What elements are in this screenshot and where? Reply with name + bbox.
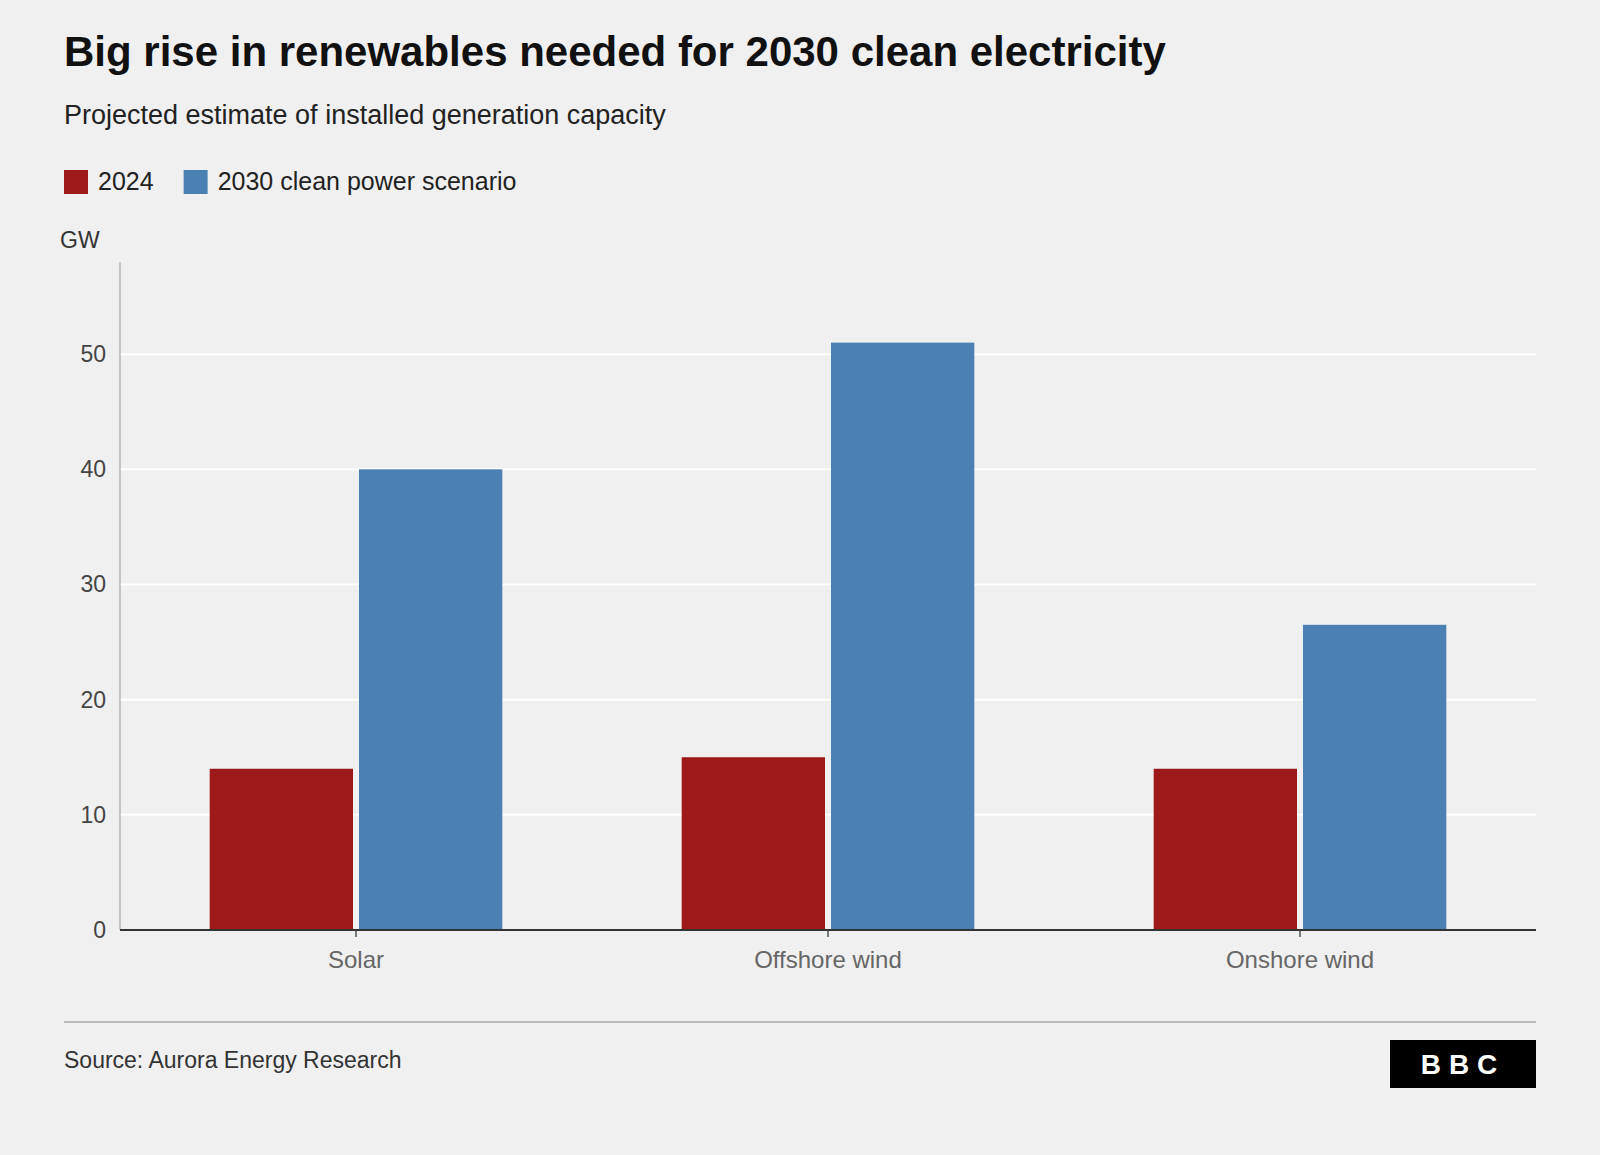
chart: Big rise in renewables needed for 2030 c… xyxy=(0,0,1600,1155)
logo-text: BBC xyxy=(1421,1049,1506,1080)
logo: BBC xyxy=(1390,1040,1536,1088)
legend-label: 2024 xyxy=(98,167,154,195)
y-tick-label: 50 xyxy=(80,341,106,367)
bar xyxy=(1154,769,1297,930)
y-tick-label: 40 xyxy=(80,456,106,482)
source: Source: Aurora Energy Research xyxy=(64,1047,402,1073)
legend-item: 2024 xyxy=(64,167,154,195)
bar xyxy=(1303,625,1446,930)
bar xyxy=(682,757,825,930)
legend-label: 2030 clean power scenario xyxy=(218,167,517,195)
legend-swatch xyxy=(64,170,88,194)
x-tick-label: Onshore wind xyxy=(1226,946,1374,973)
x-tick xyxy=(827,930,829,937)
x-tick xyxy=(1299,930,1301,937)
y-tick-label: 10 xyxy=(80,802,106,828)
y-axis-label: GW xyxy=(60,227,100,253)
y-tick-label: 30 xyxy=(80,571,106,597)
grid-line xyxy=(120,929,1536,931)
x-tick-label: Offshore wind xyxy=(754,946,902,973)
bars xyxy=(210,343,1447,930)
background xyxy=(0,0,1600,1155)
legend-item: 2030 clean power scenario xyxy=(184,167,517,195)
bar xyxy=(831,343,974,930)
y-axis-line xyxy=(120,262,121,930)
bar xyxy=(359,469,502,930)
logo-box xyxy=(1390,1040,1536,1088)
x-tick xyxy=(355,930,357,937)
separator xyxy=(64,1021,1536,1023)
bar xyxy=(210,769,353,930)
legend-swatch xyxy=(184,170,208,194)
subtitle: Projected estimate of installed generati… xyxy=(64,100,666,130)
y-tick-label: 0 xyxy=(93,917,106,943)
x-axis-line xyxy=(120,929,1536,931)
grid-line xyxy=(120,583,1536,585)
grid-line xyxy=(120,353,1536,355)
x-tick-label: Solar xyxy=(328,946,384,973)
y-tick-label: 20 xyxy=(80,687,106,713)
grid xyxy=(120,354,1536,930)
grid-line xyxy=(120,468,1536,470)
title: Big rise in renewables needed for 2030 c… xyxy=(64,28,1166,75)
